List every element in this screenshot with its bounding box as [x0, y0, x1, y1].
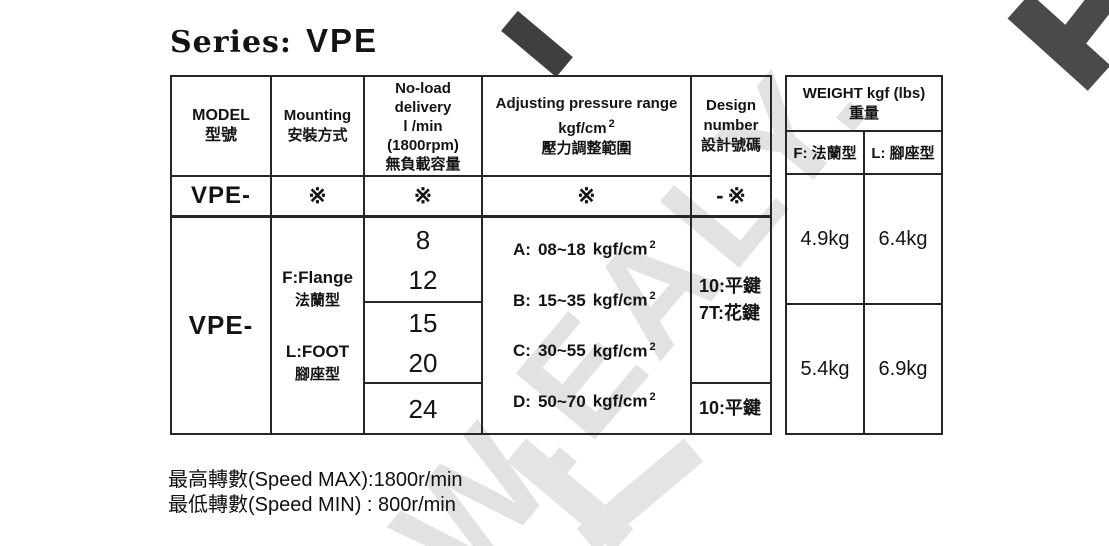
pressure-option-c: C: 30~55 kgf/cm 2	[513, 341, 656, 362]
body-pressure-options: A: 08~18 kgf/cm 2 B: 15~35 kgf/cm 2 C: 30~55 kgf…	[483, 218, 692, 433]
design-group-2: 10:平鍵	[692, 384, 770, 433]
col-header-delivery-zh: 無負載容量	[385, 155, 461, 173]
weight-value-flange-2: 5.4kg	[787, 305, 865, 433]
design-mark: ※	[727, 183, 746, 208]
code-row-mounting-mark: ※	[272, 177, 365, 218]
design-option: 10:平鍵	[699, 398, 762, 418]
pressure-range: 15~35	[537, 290, 586, 310]
col-header-design-line2: number	[703, 117, 759, 134]
weight-value-flange-1: 4.9kg	[787, 175, 865, 305]
page-title: Series: VPE	[170, 22, 378, 60]
delivery-value: 20	[408, 347, 438, 378]
pressure-option-b: B: 15~35 kgf/cm 2	[513, 290, 656, 311]
col-header-mounting-en: Mounting	[283, 107, 352, 124]
pressure-unit: kgf/cm	[558, 119, 607, 137]
weight-col-header-foot: L: 腳座型	[865, 132, 941, 175]
pressure-unit: kgf/cm	[592, 341, 648, 361]
delivery-group-2: 15 20	[365, 303, 483, 384]
col-header-model: MODEL 型號	[172, 77, 272, 177]
delivery-value: 15	[408, 307, 438, 338]
col-header-delivery-line4: (1800rpm)	[387, 136, 459, 154]
mounting-foot-zh: 腳座型	[294, 365, 340, 383]
body-mounting: F:Flange 法蘭型 L:FOOT 腳座型	[272, 218, 365, 433]
weight-title-zh: 重量	[848, 104, 879, 122]
weight-value-foot-2: 6.9kg	[878, 357, 928, 380]
delivery-value: 12	[408, 264, 438, 295]
pressure-label: C:	[513, 341, 531, 361]
code-row-pressure-mark: ※	[483, 177, 692, 218]
col-header-pressure-unit: kgf/cm 2	[558, 114, 614, 139]
col-header-design-line1: Design	[705, 97, 756, 114]
pressure-option-a: A: 08~18 kgf/cm 2	[513, 239, 656, 260]
delivery-group-1: 8 12	[365, 218, 483, 303]
col-header-delivery-line3: l /min	[403, 117, 443, 135]
col-header-design: Design number 設計號碼	[692, 77, 770, 177]
speed-max-note: 最高轉數(Speed MAX):1800r/min	[168, 469, 463, 491]
pressure-unit: kgf/cm	[592, 391, 648, 411]
mounting-flange-zh: 法蘭型	[294, 291, 340, 309]
body-model: VPE-	[172, 218, 272, 433]
watermark-fragment	[501, 10, 573, 78]
col-header-model-en: MODEL	[192, 107, 250, 124]
delivery-value: 24	[408, 393, 438, 424]
delivery-value: 8	[415, 224, 431, 255]
code-row-model: VPE-	[172, 177, 272, 218]
pressure-label: B:	[513, 290, 531, 310]
col-header-mounting: Mounting 安裝方式	[272, 77, 365, 177]
pressure-sup: 2	[649, 391, 656, 404]
col-header-delivery-line2: delivery	[394, 98, 452, 116]
pressure-option-d: D: 50~70 kgf/cm 2	[513, 391, 656, 412]
pressure-unit: kgf/cm	[592, 239, 648, 259]
pressure-range: 08~18	[537, 239, 586, 259]
pressure-sup: 2	[649, 289, 656, 302]
col-header-delivery: No-load delivery l /min (1800rpm) 無負載容量	[365, 77, 483, 177]
code-row-design-mark: - ※	[692, 177, 770, 218]
series-label: Series:	[170, 25, 293, 60]
pressure-sup: 2	[649, 239, 656, 252]
col-header-model-zh: 型號	[204, 127, 237, 144]
pressure-unit-sup: 2	[608, 117, 615, 130]
series-value: VPE	[306, 22, 379, 59]
delivery-group-3: 24	[365, 384, 483, 433]
col-header-pressure: Adjusting pressure range kgf/cm 2 壓力調整範圍	[483, 77, 692, 177]
design-option: 10:平鍵	[699, 276, 762, 296]
weight-col-header-flange: F: 法蘭型	[787, 132, 865, 175]
design-group-1: 10:平鍵 7T:花鍵	[692, 218, 770, 384]
col-header-mounting-zh: 安裝方式	[287, 127, 348, 144]
design-option: 7T:花鍵	[699, 303, 761, 323]
col-header-pressure-zh: 壓力調整範圍	[541, 139, 632, 157]
design-dash: -	[716, 183, 724, 208]
speed-min-note: 最低轉數(Speed MIN) : 800r/min	[168, 494, 456, 516]
pressure-range: 30~55	[537, 341, 586, 361]
col-header-pressure-en: Adjusting pressure range	[495, 94, 678, 112]
speed-notes: 最高轉數(Speed MAX):1800r/min 最低轉數(Speed MIN…	[168, 468, 463, 518]
pressure-label: D:	[513, 391, 531, 411]
weight-table: WEIGHT kgf (lbs) 重量 F: 法蘭型 L: 腳座型 4.9kg …	[785, 75, 943, 435]
mounting-flange-code: F:Flange	[282, 267, 353, 287]
col-header-delivery-line1: No-load	[395, 79, 451, 97]
weight-title: WEIGHT kgf (lbs) 重量	[787, 77, 941, 132]
pressure-sup: 2	[649, 340, 656, 353]
spec-table: MODEL 型號 Mounting 安裝方式 No-load delivery …	[170, 75, 772, 435]
code-row-delivery-mark: ※	[365, 177, 483, 218]
col-header-design-zh: 設計號碼	[700, 137, 761, 154]
pressure-label: A:	[513, 239, 531, 259]
pressure-unit: kgf/cm	[592, 290, 648, 310]
mounting-foot-code: L:FOOT	[285, 341, 350, 361]
weight-value-foot-1: 6.4kg	[865, 175, 941, 305]
pressure-range: 50~70	[537, 391, 586, 411]
weight-title-en: WEIGHT kgf (lbs)	[802, 84, 926, 102]
